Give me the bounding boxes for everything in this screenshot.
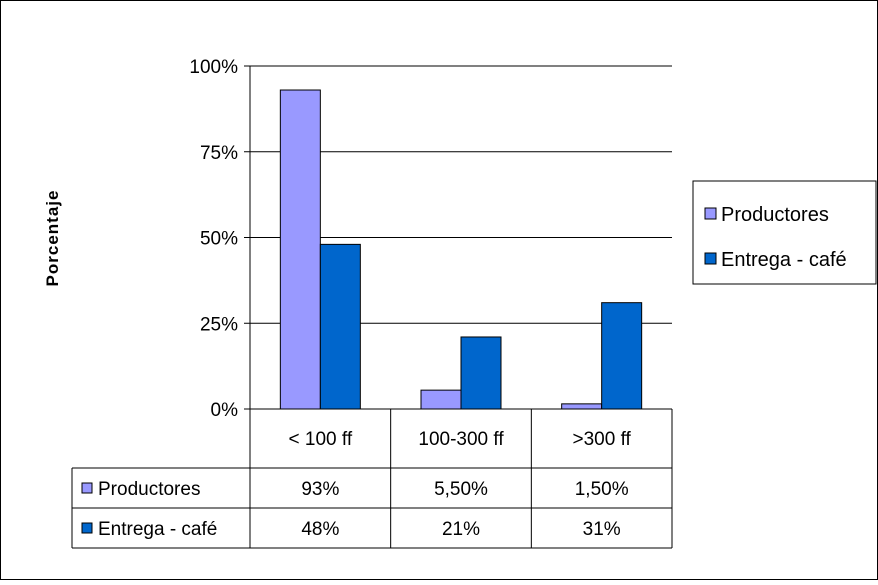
x-tick-label: < 100 ff	[289, 429, 353, 450]
data-label: 48%	[301, 519, 339, 540]
bar	[601, 302, 643, 410]
legend-swatch	[704, 207, 717, 220]
data-label: 5,50%	[434, 479, 488, 500]
x-tick-label: 100-300 ff	[418, 429, 504, 450]
bar	[420, 389, 462, 410]
bar	[279, 89, 321, 410]
legend-label: Productores	[721, 204, 829, 226]
x-tick-label: >300 ff	[573, 429, 632, 450]
table-series-key	[81, 482, 93, 494]
table-series-key	[81, 522, 93, 534]
y-tick-label: 50%	[200, 229, 238, 250]
y-axis-label: Porcentaje	[43, 190, 62, 287]
legend: Productores Entrega - café	[692, 180, 877, 285]
y-tick-label: 75%	[200, 143, 238, 164]
bar	[319, 243, 361, 410]
data-label: 93%	[301, 479, 339, 500]
data-table: < 100 ff 100-300 ff >300 ff Productores 93% 5…	[71, 409, 673, 549]
legend-label: Entrega - café	[721, 249, 847, 271]
y-tick-label: 100%	[189, 57, 238, 78]
legend-box	[692, 180, 877, 285]
bar	[460, 336, 502, 410]
data-label: 1,50%	[575, 479, 629, 500]
bar	[561, 403, 603, 410]
data-label: 31%	[583, 519, 621, 540]
table-series-name: Entrega - café	[98, 519, 217, 540]
legend-swatch	[704, 252, 717, 265]
y-tick-label: 0%	[211, 400, 239, 421]
y-tick-label: 25%	[200, 314, 238, 335]
table-series-name: Productores	[98, 479, 200, 500]
y-ticks: 0% 25% 50% 75% 100%	[189, 57, 250, 421]
data-label: 21%	[442, 519, 480, 540]
